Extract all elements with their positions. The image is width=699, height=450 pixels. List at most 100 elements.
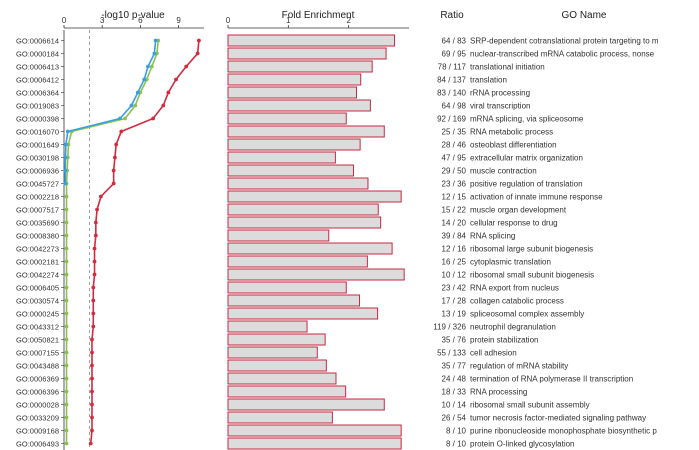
ratio-value: 29 / 50 [442, 167, 467, 176]
fold-enrichment-bar [227, 216, 382, 229]
go-id-label: GO:0008380 [16, 232, 59, 241]
pvalue-point [64, 363, 69, 368]
go-name-label: neutrophil degranulation [470, 323, 556, 332]
go-id-label: GO:0045727 [16, 180, 59, 189]
pvalue-point [92, 246, 97, 251]
ratio-value: 17 / 28 [442, 297, 467, 306]
go-name-label: RNA metabolic process [470, 128, 553, 137]
ratio-value: 92 / 169 [437, 115, 466, 124]
go-name-label: protein stabilization [470, 336, 538, 345]
ratio-value: 84 / 137 [437, 76, 466, 85]
go-name-label: RNA splicing [470, 232, 515, 241]
go-name-label: spliceosomal complex assembly [470, 310, 584, 319]
go-id-label: GO:0002218 [16, 193, 59, 202]
ratio-value: 8 / 10 [446, 427, 467, 436]
ratio-value: 15 / 22 [442, 206, 467, 215]
fold-enrichment-bar [227, 268, 405, 281]
pvalue-point [95, 207, 99, 212]
pvalue-point [135, 90, 140, 95]
ratio-value: 26 / 54 [442, 414, 467, 423]
fold-enrichment-bar [227, 34, 396, 47]
go-name-label: cellular response to drug [470, 219, 558, 228]
pvalue-tick-label: 9 [176, 16, 181, 25]
fold-enrichment-bar [227, 242, 393, 255]
pvalue-point [64, 402, 69, 407]
pvalue-point [90, 402, 94, 407]
pvalue-point [92, 259, 97, 264]
fold-enrichment-bar [227, 164, 354, 177]
go-name-label: nuclear-transcribed mRNA catabolic proce… [470, 50, 655, 59]
go-name-label: ribosomal large subunit biogenesis [470, 245, 593, 254]
pvalue-point [65, 129, 70, 134]
fold-enrichment-bar [227, 229, 330, 242]
pvalue-point [64, 246, 69, 251]
fold-enrichment-bar [227, 73, 362, 86]
pvalue-tick-label: 3 [100, 16, 105, 25]
go-name-label: cytoplasmic translation [470, 258, 551, 267]
fold-enrichment-bar [227, 359, 327, 372]
go-id-label: GO:0007155 [16, 349, 59, 358]
pvalue-point [152, 51, 157, 56]
pvalue-point [64, 324, 69, 329]
go-name-label: cell adhesion [470, 349, 517, 358]
go-name-label: translation [470, 76, 507, 85]
ratio-panel: Ratio 64 / 83 69 / 95 78 / 117 84 / 137 83 /… [433, 10, 466, 449]
ratio-header: Ratio [440, 10, 464, 21]
go-name-label: muscle organ development [470, 206, 567, 215]
go-id-label: GO:0006364 [16, 89, 59, 98]
ratio-value: 119 / 326 [433, 323, 466, 332]
pvalue-point [93, 233, 98, 238]
ratio-value: 39 / 84 [442, 232, 467, 241]
go-id-label: GO:0019083 [16, 102, 59, 111]
pvalue-point [64, 259, 69, 264]
go-name-label: RNA processing [470, 388, 527, 397]
pvalue-point [90, 376, 94, 381]
go-name-label: viral transcription [470, 102, 530, 111]
ratio-value: 12 / 15 [442, 193, 467, 202]
go-id-label: GO:0006369 [16, 375, 59, 384]
fold-enrichment-bar [227, 47, 387, 60]
go-id-label: GO:0006413 [16, 63, 59, 72]
pvalue-point [64, 142, 68, 147]
go-id-label: GO:0043488 [16, 362, 59, 371]
pvalue-point [91, 324, 96, 329]
go-id-label: GO:0001649 [16, 141, 59, 150]
pvalue-point [133, 103, 138, 108]
pvalue-series-line [65, 40, 159, 444]
pvalue-point [90, 363, 94, 368]
pvalue-point [64, 350, 69, 355]
pvalue-point [142, 77, 147, 82]
go-name-label: SRP-dependent cotranslational protein ta… [470, 37, 659, 46]
go-name-panel: GO Name SRP-dependent cotranslational pr… [470, 10, 659, 449]
ratio-value: 25 / 35 [442, 128, 467, 137]
ratio-value: 64 / 98 [442, 102, 467, 111]
go-id-label: GO:0000245 [16, 310, 59, 319]
pvalue-point [64, 207, 69, 212]
fold-enrichment-bar [227, 346, 318, 359]
ratio-value: 16 / 25 [442, 258, 467, 267]
pvalue-point [149, 64, 154, 69]
fold-enrichment-bar [227, 112, 347, 125]
go-id-label: GO:0000028 [16, 401, 59, 410]
go-id-label: GO:0006396 [16, 388, 59, 397]
go-id-label: GO:0006936 [16, 167, 59, 176]
go-name-label: regulation of mRNA stability [470, 362, 568, 371]
pvalue-point [64, 298, 69, 303]
fold-enrichment-bar [227, 281, 347, 294]
fold-enrichment-bar [227, 125, 385, 138]
ratio-value: 47 / 95 [442, 154, 467, 163]
pvalue-point [64, 311, 69, 316]
pvalue-point [63, 168, 68, 173]
fold-enrichment-bar [227, 190, 402, 203]
pvalue-point [119, 129, 124, 134]
pvalue-point [64, 272, 69, 277]
fold-enrichment-bar [227, 138, 361, 151]
go-name-label: rRNA processing [470, 89, 530, 98]
pvalue-point [91, 285, 96, 290]
pvalue-point [90, 350, 94, 355]
fold-enrichment-bar [227, 320, 308, 333]
go-id-label: GO:0000184 [16, 50, 59, 59]
pvalue-point [64, 428, 69, 433]
ratio-value: 10 / 14 [442, 401, 467, 410]
ratio-value: 10 / 12 [442, 271, 467, 280]
